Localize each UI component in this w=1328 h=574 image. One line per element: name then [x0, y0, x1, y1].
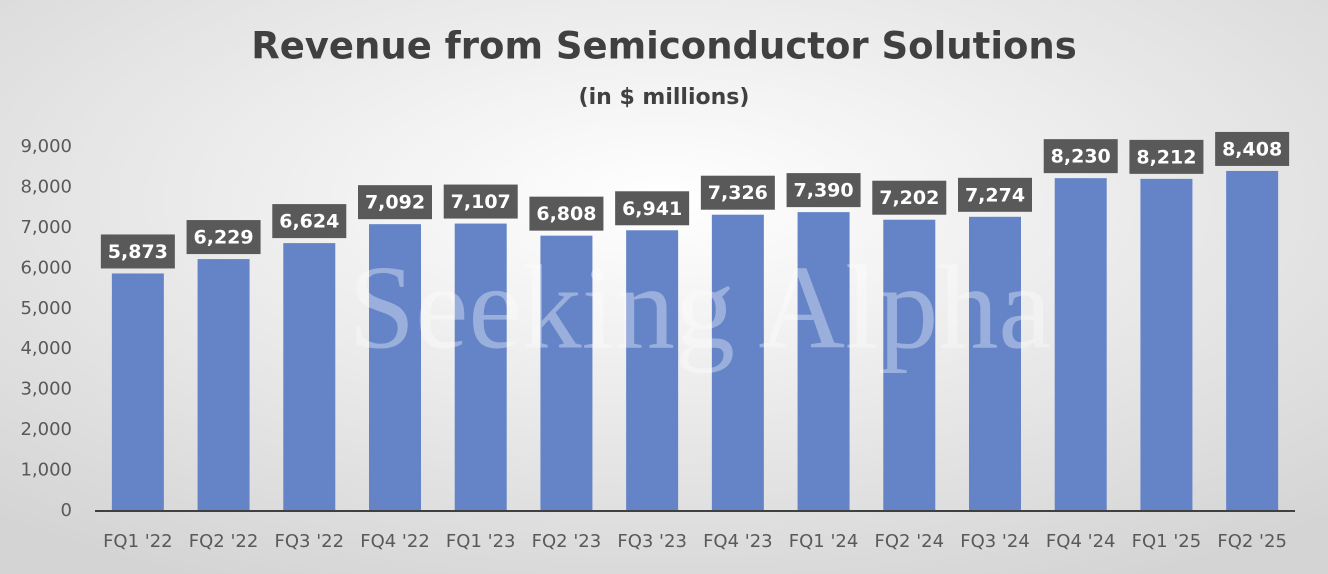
x-tick-label: FQ3 '24: [960, 531, 1030, 552]
value-label: 7,274: [965, 184, 1025, 206]
bar: [797, 212, 850, 512]
y-tick-label: 5,000: [20, 298, 72, 319]
x-tick-label: FQ4 '23: [703, 531, 773, 552]
x-tick-label: FQ3 '23: [617, 531, 687, 552]
chart-title: Revenue from Semiconductor Solutions: [251, 25, 1077, 68]
x-tick-label: FQ3 '22: [275, 531, 345, 552]
x-tick-label: FQ4 '24: [1046, 531, 1116, 552]
x-tick-label: FQ1 '24: [789, 531, 859, 552]
value-label: 6,808: [536, 203, 596, 225]
x-tick-label: FQ1 '23: [446, 531, 516, 552]
y-tick-label: 1,000: [20, 460, 72, 481]
value-label-box: [443, 184, 518, 219]
value-label-box: [1215, 131, 1290, 166]
y-tick-label: 6,000: [20, 257, 72, 278]
y-tick-label: 9,000: [20, 136, 72, 157]
bar: [283, 243, 336, 511]
bar: [197, 259, 250, 511]
x-tick-label: FQ1 '22: [103, 531, 173, 552]
x-tick-label: FQ2 '22: [189, 531, 259, 552]
value-label-box: [358, 185, 432, 220]
value-label: 8,408: [1222, 138, 1282, 160]
bar: [626, 230, 679, 511]
value-label-box: [700, 175, 775, 210]
x-tick-label: FQ4 '22: [360, 531, 430, 552]
y-tick-label: 0: [61, 500, 72, 521]
value-label: 8,230: [1051, 146, 1111, 168]
bar: [1226, 170, 1279, 511]
x-tick-label: FQ2 '23: [532, 531, 602, 552]
value-label: 8,212: [1136, 146, 1196, 168]
value-label-box: [1129, 139, 1204, 174]
value-label-box: [529, 196, 604, 231]
x-tick-label: FQ2 '25: [1217, 531, 1287, 552]
plot: 0 1,000 2,000 3,000 4,000 5,000 6,000 7,000 8,00…: [20, 131, 1295, 552]
y-tick-label: 7,000: [20, 217, 72, 238]
value-label: 6,229: [194, 227, 254, 249]
watermark: Seeking Alpha: [348, 241, 1051, 374]
bar: [1140, 178, 1193, 511]
value-label-box: [186, 220, 261, 255]
bar: [883, 219, 936, 511]
value-label-box: [786, 173, 861, 208]
chart-subtitle: (in $ millions): [579, 85, 750, 110]
value-label: 7,390: [794, 180, 854, 202]
bar: [969, 216, 1021, 511]
value-label: 7,202: [879, 187, 939, 209]
y-tick-label: 8,000: [20, 176, 72, 197]
x-tick-label: FQ1 '25: [1132, 531, 1202, 552]
value-label-box: [100, 234, 175, 269]
value-label-box: [1043, 139, 1118, 174]
y-tick-label: 3,000: [20, 379, 72, 400]
value-label-box: [872, 180, 947, 215]
bar: [711, 214, 764, 512]
value-label: 6,624: [279, 211, 339, 233]
value-label-box: [958, 177, 1032, 212]
value-label: 5,873: [108, 241, 168, 263]
bar: [540, 235, 593, 511]
y-tick-label: 4,000: [20, 338, 72, 359]
value-label: 7,107: [451, 191, 511, 213]
bar: [454, 223, 507, 511]
bar: [111, 273, 164, 511]
value-label: 6,941: [622, 198, 682, 220]
value-label: 7,326: [708, 182, 768, 204]
y-tick-label: 2,000: [20, 419, 72, 440]
value-label-box: [615, 191, 690, 226]
value-label: 7,092: [365, 192, 425, 214]
x-tick-label: FQ2 '24: [875, 531, 945, 552]
bar: [369, 224, 421, 511]
value-label-box: [272, 204, 347, 239]
bar: [1054, 178, 1107, 512]
